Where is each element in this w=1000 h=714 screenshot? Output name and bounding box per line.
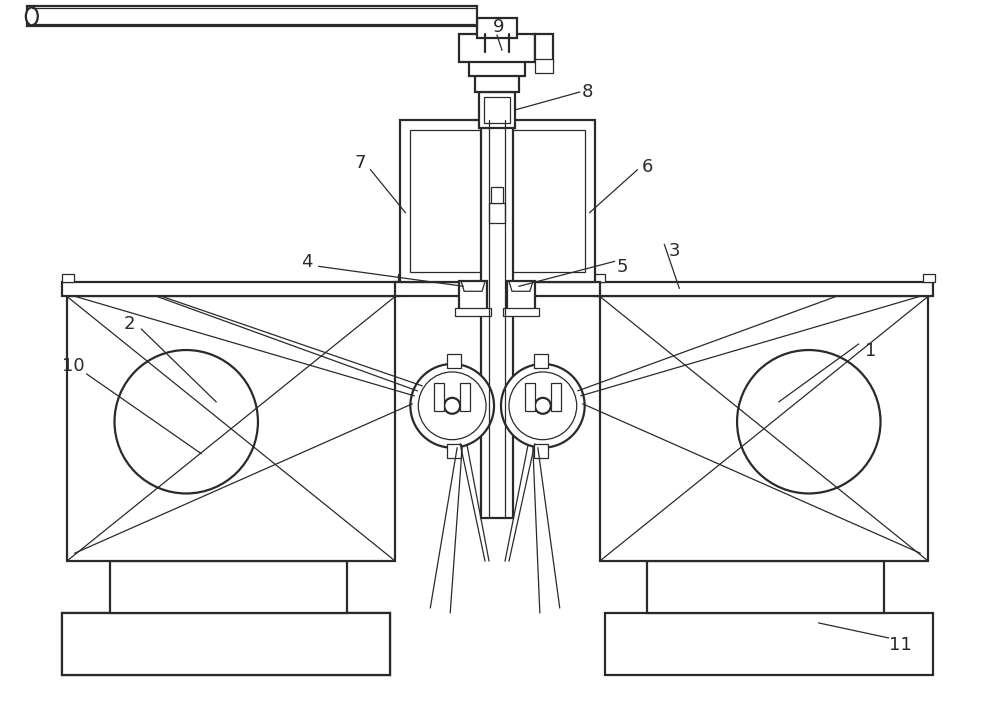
Circle shape (444, 398, 460, 414)
Bar (447, 443, 461, 458)
Text: 9: 9 (493, 19, 505, 36)
Bar (459, 281, 487, 311)
Circle shape (737, 350, 881, 493)
Bar (459, 34, 535, 62)
Bar (534, 354, 548, 368)
Bar (434, 383, 444, 411)
Bar (398, 274, 410, 282)
Bar (67, 296, 395, 561)
Bar (62, 613, 390, 675)
Bar (469, 58, 525, 76)
Bar (647, 561, 884, 613)
Text: 1: 1 (865, 342, 876, 360)
Bar (400, 120, 595, 282)
Bar (479, 92, 515, 128)
Circle shape (418, 372, 486, 440)
Circle shape (501, 364, 585, 448)
Circle shape (509, 372, 577, 440)
Text: 5: 5 (617, 258, 628, 276)
Text: 11: 11 (889, 636, 912, 654)
Bar (455, 308, 491, 316)
Bar (535, 59, 553, 73)
Ellipse shape (26, 7, 38, 25)
Text: 3: 3 (669, 243, 680, 261)
Bar (110, 561, 347, 613)
Text: 2: 2 (124, 315, 135, 333)
Bar (484, 97, 510, 123)
Bar (62, 613, 390, 675)
Bar (489, 203, 505, 223)
Bar (507, 281, 535, 311)
Bar (923, 274, 935, 282)
Bar (410, 130, 585, 272)
Bar (503, 308, 539, 316)
Bar (395, 282, 600, 296)
Bar (491, 186, 503, 203)
Bar (534, 443, 548, 458)
Bar (62, 274, 74, 282)
Bar (62, 282, 400, 296)
Bar (595, 282, 933, 296)
Bar (551, 383, 561, 411)
Text: 4: 4 (301, 253, 313, 271)
Bar (525, 383, 535, 411)
Circle shape (115, 350, 258, 493)
Bar (600, 296, 928, 561)
Circle shape (535, 398, 551, 414)
Circle shape (410, 364, 494, 448)
Bar (477, 19, 517, 39)
Bar (593, 274, 605, 282)
Bar (481, 120, 513, 518)
Text: 8: 8 (582, 83, 593, 101)
Bar (27, 6, 477, 26)
Text: 6: 6 (642, 158, 653, 176)
Bar (605, 613, 933, 675)
Bar (460, 383, 470, 411)
Bar (475, 70, 519, 92)
Text: 10: 10 (62, 357, 85, 375)
Bar (447, 354, 461, 368)
Bar (535, 34, 553, 62)
Text: 7: 7 (355, 154, 366, 172)
